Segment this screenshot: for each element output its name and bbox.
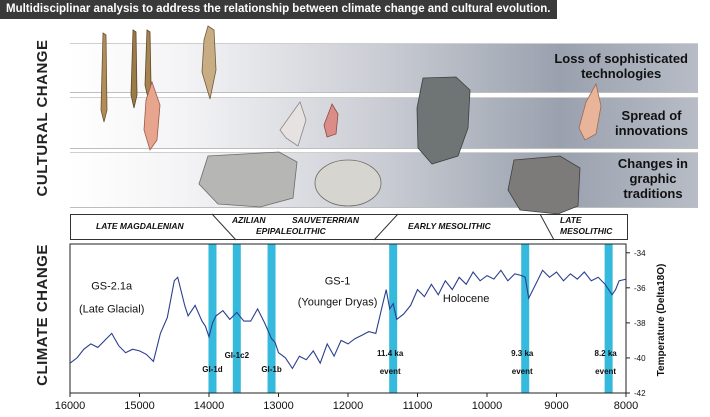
period-early-mesolithic: EARLY MESOLITHIC — [408, 221, 491, 231]
period-divider-1 — [211, 213, 237, 241]
period-divider-2 — [373, 213, 399, 241]
x-tick-label-8: 8000 — [614, 400, 638, 412]
x-tick-label-4: 12000 — [333, 400, 364, 412]
band-graphic-traditions: Changes in graphic traditions — [70, 152, 698, 208]
band-label-loss: Loss of sophisticated technologies — [554, 51, 688, 81]
event-label-1: GI-1c2 — [225, 351, 250, 360]
x-tick-label-3: 13000 — [263, 400, 294, 412]
event-band-5 — [604, 244, 613, 393]
chart-annotation-3: (Younger Dryas) — [298, 296, 378, 308]
y-tick-label-0: -34 — [634, 249, 646, 258]
event-band-2 — [267, 244, 276, 393]
band-loss-technologies: Loss of sophisticated technologies — [70, 43, 698, 93]
event-label-3: 11.4 ka — [377, 349, 404, 358]
period-divider-3 — [539, 213, 555, 241]
x-tick-label-1: 15000 — [124, 400, 155, 412]
flint-triangle-image — [279, 101, 307, 147]
period-mesolithic: MESOLITHIC — [560, 226, 613, 236]
y-tick-label-3: -40 — [634, 354, 646, 363]
period-late-magdalenian: LATE MAGDALENIAN — [96, 221, 184, 231]
period-sauveterrian: SAUVETERRIAN — [292, 215, 360, 225]
flint-point-2-image — [323, 103, 339, 138]
harpoon-image — [201, 25, 217, 100]
event-label2-4: event — [512, 367, 533, 376]
x-tick-label-0: 16000 — [55, 400, 86, 412]
period-late: LATE — [560, 215, 582, 225]
engraved-plaque-2-image — [507, 155, 581, 215]
period-epipaleolithic: EPIPALEOLITHIC — [256, 226, 326, 236]
engraved-plaque-1-image — [198, 151, 298, 208]
x-tick-label-2: 14000 — [194, 400, 225, 412]
chart-annotation-1: (Late Glacial) — [79, 303, 144, 315]
event-label2-3: event — [380, 367, 401, 376]
event-band-4 — [521, 244, 530, 393]
stone-core-image — [416, 76, 471, 165]
chart-annotation-0: GS-2.1a — [91, 281, 133, 293]
y-tick-label-2: -38 — [634, 319, 646, 328]
event-band-3 — [389, 244, 398, 393]
band-label-spread: Spread of innovations — [615, 108, 688, 138]
x-tick-label-7: 9000 — [544, 400, 568, 412]
period-timeline-box — [70, 214, 628, 240]
event-label-5: 8.2 ka — [595, 349, 618, 358]
event-band-1 — [232, 244, 241, 393]
chart-annotation-4: Holocene — [443, 293, 489, 305]
y-tick-label-1: -36 — [634, 284, 646, 293]
figure-title: Multidisciplinar analysis to address the… — [0, 0, 557, 19]
event-label-2: GI-1b — [261, 365, 282, 374]
flint-point-1-image — [143, 80, 161, 151]
event-label2-5: event — [595, 367, 616, 376]
bone-point-2-image — [130, 29, 138, 109]
event-label-0: GI-1d — [202, 365, 223, 374]
period-azilian: AZILIAN — [232, 215, 266, 225]
bone-point-1-image — [100, 32, 108, 123]
chart-annotation-2: GS-1 — [325, 275, 351, 287]
flint-point-3-image — [578, 82, 602, 141]
y-axis-title: Temperature (Delta18O) — [656, 263, 667, 377]
engraved-pebble-image — [314, 159, 382, 207]
y-tick-label-4: -42 — [634, 389, 646, 398]
event-band-0 — [208, 244, 217, 393]
band-label-graphic: Changes in graphic traditions — [617, 156, 688, 201]
x-tick-label-5: 11000 — [403, 400, 433, 412]
x-tick-label-6: 10000 — [472, 400, 503, 412]
temperature-line-0 — [69, 269, 627, 370]
event-label-4: 9.3 ka — [511, 349, 534, 358]
plot-frame — [69, 243, 627, 394]
